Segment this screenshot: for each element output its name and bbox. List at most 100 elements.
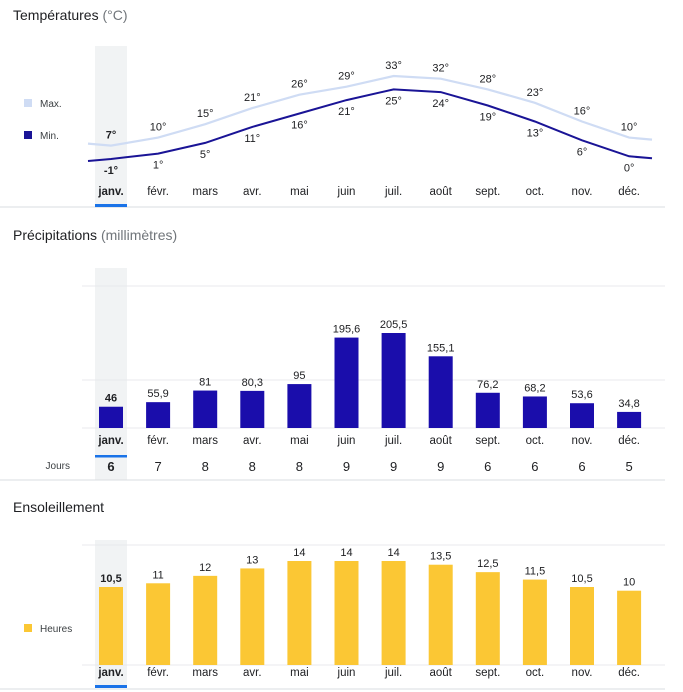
precipitation-value-label: 46 — [105, 393, 117, 405]
max-temperature-line — [87, 74, 653, 147]
sunshine-bar — [522, 579, 547, 665]
temperature-month-label: févr. — [147, 186, 169, 198]
legend-hours-swatch — [24, 624, 32, 632]
temperature-month-label: juin — [337, 186, 356, 198]
legend-min-label: Min. — [40, 131, 59, 142]
sunshine-value-label: 12 — [199, 562, 211, 574]
min-temperature-label: 21° — [338, 106, 355, 118]
max-temperature-label: 16° — [574, 106, 591, 118]
sunshine-bar — [193, 575, 218, 665]
precipitation-value-label: 81 — [199, 377, 211, 389]
sunshine-month-label: févr. — [147, 667, 169, 679]
precipitation-month-label: août — [430, 435, 453, 447]
sunshine-month-label: mars — [192, 667, 218, 679]
precipitation-value-label: 95 — [293, 370, 305, 382]
precipitation-month-label: févr. — [147, 435, 169, 447]
temperature-unit: (°C) — [102, 7, 128, 23]
rainy-days-value: 6 — [484, 459, 491, 474]
precipitation-bar — [99, 406, 123, 428]
sunshine-value-label: 10 — [623, 577, 635, 589]
precipitation-bar — [146, 402, 171, 428]
max-temperature-label: 32° — [432, 63, 449, 75]
min-temperature-label: 25° — [385, 95, 402, 107]
precipitation-bar — [193, 390, 218, 428]
sunshine-month-label: avr. — [243, 667, 262, 679]
precipitation-value-label: 53,6 — [571, 389, 592, 401]
rainy-days-value: 6 — [107, 459, 114, 474]
rainy-days-value: 8 — [202, 459, 209, 474]
precipitation-value-label: 195,6 — [333, 324, 361, 336]
sunshine-value-label: 10,5 — [100, 573, 121, 585]
rainy-days-value: 6 — [531, 459, 538, 474]
sunshine-month-label: nov. — [572, 667, 593, 679]
precipitation-value-label: 68,2 — [524, 382, 545, 394]
rainy-days-value: 8 — [249, 459, 256, 474]
precipitation-month-label: juin — [337, 435, 356, 447]
precipitation-unit: (millimètres) — [100, 227, 178, 243]
precipitation-bar — [240, 390, 265, 428]
sunshine-bar — [287, 561, 312, 665]
precipitation-bar — [428, 356, 453, 428]
legend-hours-label: Heures — [40, 624, 72, 635]
sunshine-selected-underline — [95, 685, 127, 688]
sunshine-month-label: mai — [290, 667, 309, 679]
precipitation-month-label: sept. — [475, 435, 500, 447]
precipitation-value-label: 76,2 — [477, 379, 498, 391]
temperature-month-label: août — [430, 186, 453, 198]
sunshine-month-label: août — [430, 667, 453, 679]
sunshine-bar — [334, 561, 359, 665]
temperature-selected-underline — [95, 204, 127, 207]
min-temperature-label: 24° — [432, 98, 449, 110]
temperature-title-text: Températures — [13, 7, 99, 23]
temperature-month-label: mai — [290, 186, 309, 198]
rainy-days-value: 8 — [296, 459, 303, 474]
sunshine-bar — [617, 590, 642, 665]
precipitation-month-label: oct. — [526, 435, 545, 447]
selected-month-column-temperature — [95, 46, 127, 208]
sunshine-title-text: Ensoleillement — [13, 499, 105, 515]
sunshine-month-label: juil. — [384, 667, 402, 679]
max-temperature-label: 28° — [479, 73, 496, 85]
max-temperature-label: 21° — [244, 92, 261, 104]
sunshine-bar — [146, 583, 171, 665]
selected-month-column-precipitation — [95, 268, 127, 480]
temperature-month-label: janv. — [97, 186, 123, 198]
max-temperature-label: 26° — [291, 79, 308, 91]
min-temperature-label: -1° — [104, 165, 118, 177]
legend-max-swatch — [24, 99, 32, 107]
sunshine-value-label: 11 — [152, 569, 163, 581]
temperature-month-label: déc. — [618, 186, 640, 198]
precipitation-selected-underline — [95, 455, 127, 458]
rainy-days-value: 9 — [343, 459, 350, 474]
precipitation-bar — [287, 384, 312, 428]
precipitation-bar — [617, 411, 642, 428]
precipitation-month-label: déc. — [618, 435, 640, 447]
max-temperature-label: 15° — [197, 108, 214, 120]
max-temperature-label: 29° — [338, 71, 355, 83]
max-temperature-label: 10° — [621, 122, 638, 134]
temperature-title: Températures (°C) — [13, 7, 128, 23]
temperature-month-label: mars — [192, 186, 218, 198]
precipitation-bar — [475, 392, 500, 428]
temperature-month-label: avr. — [243, 186, 262, 198]
sunshine-value-label: 13,5 — [430, 551, 451, 563]
temperature-month-label: oct. — [526, 186, 545, 198]
sunshine-value-label: 10,5 — [571, 573, 592, 585]
temperature-month-label: juil. — [384, 186, 402, 198]
precipitation-title-text: Précipitations — [13, 227, 98, 243]
sunshine-value-label: 14 — [340, 547, 352, 559]
sunshine-bar — [570, 587, 594, 665]
sunshine-month-label: oct. — [526, 667, 545, 679]
sunshine-value-label: 13 — [246, 554, 258, 566]
max-temperature-label: 23° — [527, 87, 544, 99]
precipitation-value-label: 155,1 — [427, 342, 455, 354]
precipitation-value-label: 34,8 — [618, 398, 639, 410]
precipitation-month-label: nov. — [572, 435, 593, 447]
rainy-days-value: 5 — [625, 459, 632, 474]
sunshine-value-label: 11,5 — [525, 566, 546, 578]
rainy-days-label: Jours — [46, 461, 70, 472]
sunshine-month-label: janv. — [97, 667, 123, 679]
sunshine-month-label: déc. — [618, 667, 640, 679]
min-temperature-line — [87, 88, 653, 162]
legend-max-label: Max. — [40, 99, 62, 110]
